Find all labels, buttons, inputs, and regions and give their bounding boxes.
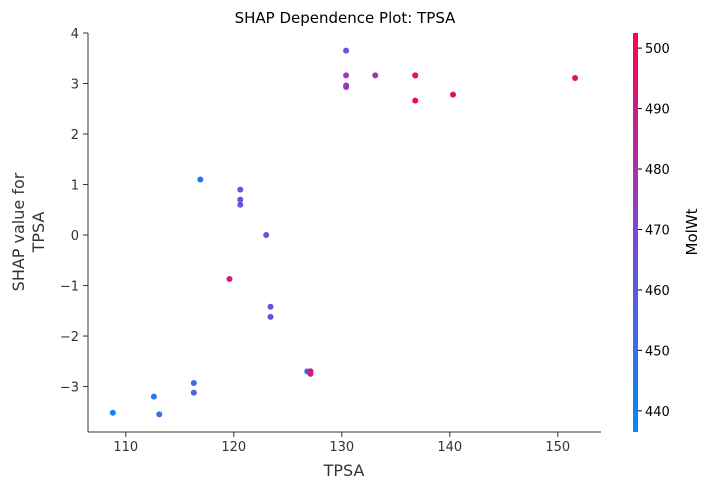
data-point <box>237 186 244 193</box>
y-tick-label: 4 <box>71 27 79 42</box>
data-point <box>237 201 244 208</box>
data-point <box>150 393 157 400</box>
data-point <box>307 370 314 377</box>
data-point <box>197 176 204 183</box>
colorbar-tick-label: 490 <box>645 103 670 118</box>
y-tick-label: −2 <box>60 330 79 345</box>
data-point <box>226 275 233 282</box>
data-point <box>263 232 270 239</box>
scatter-points <box>109 47 579 418</box>
data-point <box>237 196 244 203</box>
data-point <box>109 409 116 416</box>
data-point <box>343 72 350 79</box>
colorbar: 440 450 460 470 480 490 500 MolWt <box>633 33 701 432</box>
data-point <box>343 47 350 54</box>
data-point <box>190 380 197 387</box>
data-point <box>343 84 350 91</box>
data-point <box>190 389 197 396</box>
colorbar-ticks: 440 450 460 470 480 490 500 <box>638 42 670 420</box>
data-point <box>156 411 163 418</box>
x-ticks: 110 120 130 140 150 <box>113 432 570 455</box>
colorbar-tick-label: 470 <box>645 223 670 238</box>
data-point <box>572 74 579 81</box>
colorbar-tick-label: 500 <box>645 42 670 57</box>
y-tick-label: 3 <box>71 78 79 93</box>
colorbar-tick-label: 450 <box>645 344 670 359</box>
colorbar-tick-label: 460 <box>645 284 670 299</box>
data-point <box>267 303 274 310</box>
colorbar-label: MolWt <box>683 208 701 255</box>
x-axis-label: TPSA <box>323 461 365 480</box>
y-ticks: −3 −2 −1 0 1 2 3 4 <box>60 27 88 396</box>
y-tick-label: 2 <box>71 128 79 143</box>
y-tick-label: −3 <box>60 381 79 396</box>
x-tick-label: 140 <box>437 440 462 455</box>
x-tick-label: 110 <box>113 440 138 455</box>
colorbar-gradient <box>633 33 638 432</box>
data-point <box>267 313 274 320</box>
y-axis-label-line1: SHAP value for <box>9 172 28 291</box>
y-tick-label: 0 <box>71 229 79 244</box>
x-tick-label: 150 <box>545 440 570 455</box>
x-tick-label: 130 <box>329 440 354 455</box>
chart-title: SHAP Dependence Plot: TPSA <box>235 9 457 27</box>
data-point <box>412 97 419 104</box>
colorbar-tick-label: 440 <box>645 405 670 420</box>
plot-area: 110 120 130 140 150 −3 −2 −1 0 1 2 3 4 <box>60 27 601 455</box>
data-point <box>412 72 419 79</box>
y-axis-label-line2: TPSA <box>29 212 48 254</box>
y-tick-label: −1 <box>60 280 79 295</box>
x-tick-label: 120 <box>221 440 246 455</box>
y-tick-label: 1 <box>71 179 79 194</box>
data-point <box>450 91 457 98</box>
colorbar-tick-label: 480 <box>645 163 670 178</box>
data-point <box>372 72 379 79</box>
